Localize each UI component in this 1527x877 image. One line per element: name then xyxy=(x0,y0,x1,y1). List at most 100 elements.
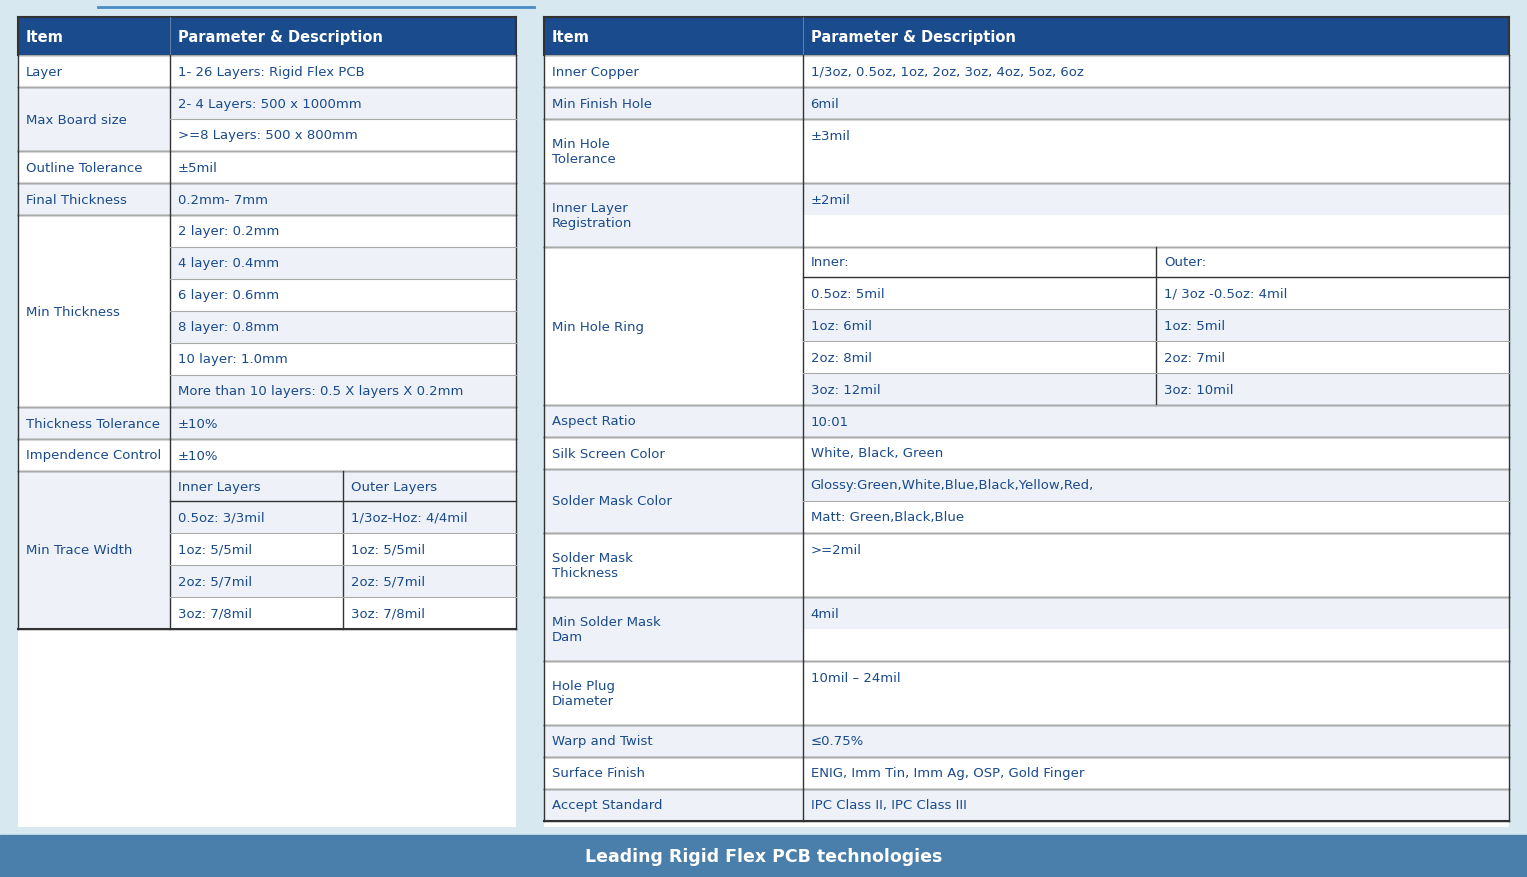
Text: Accept Standard: Accept Standard xyxy=(551,799,663,811)
Bar xyxy=(169,152,516,184)
Bar xyxy=(169,56,516,88)
Bar xyxy=(544,120,803,184)
Bar xyxy=(18,439,169,472)
Text: 10 layer: 1.0mm: 10 layer: 1.0mm xyxy=(177,353,287,366)
Text: Parameter & Description: Parameter & Description xyxy=(811,30,1015,45)
Text: 2oz: 8mil: 2oz: 8mil xyxy=(811,351,872,364)
Bar xyxy=(544,247,803,405)
Bar xyxy=(169,247,516,280)
Bar xyxy=(18,408,169,439)
Bar xyxy=(169,344,516,375)
Bar xyxy=(803,661,1509,693)
Text: 3oz: 10mil: 3oz: 10mil xyxy=(1164,383,1234,396)
Text: Min Hole Ring: Min Hole Ring xyxy=(551,320,644,333)
Text: ±10%: ±10% xyxy=(177,417,218,430)
Text: 1/ 3oz -0.5oz: 4mil: 1/ 3oz -0.5oz: 4mil xyxy=(1164,287,1287,300)
Text: Min Finish Hole: Min Finish Hole xyxy=(551,97,652,111)
Bar xyxy=(0,835,1527,877)
Text: 4 layer: 0.4mm: 4 layer: 0.4mm xyxy=(177,257,279,270)
Text: Max Board size: Max Board size xyxy=(26,113,127,126)
Bar xyxy=(803,533,1509,566)
Bar xyxy=(18,152,169,184)
Bar xyxy=(803,789,1509,821)
Text: 3oz: 12mil: 3oz: 12mil xyxy=(811,383,880,396)
Text: 1oz: 6mil: 1oz: 6mil xyxy=(811,319,872,332)
Text: Surface Finish: Surface Finish xyxy=(551,766,644,780)
Bar xyxy=(18,18,516,56)
Text: Warp and Twist: Warp and Twist xyxy=(551,735,652,748)
Text: 0.5oz: 5mil: 0.5oz: 5mil xyxy=(811,287,884,300)
Text: Solder Mask
Thickness: Solder Mask Thickness xyxy=(551,552,632,580)
Text: Min Solder Mask
Dam: Min Solder Mask Dam xyxy=(551,616,661,643)
Text: Inner Layers: Inner Layers xyxy=(177,480,261,493)
Bar xyxy=(544,725,803,757)
Text: 1oz: 5/5mil: 1oz: 5/5mil xyxy=(351,543,425,556)
Text: 4mil: 4mil xyxy=(811,607,840,620)
Text: 2oz: 7mil: 2oz: 7mil xyxy=(1164,351,1225,364)
Text: White, Black, Green: White, Black, Green xyxy=(811,447,942,460)
Text: ±2mil: ±2mil xyxy=(811,193,851,206)
Text: Solder Mask Color: Solder Mask Color xyxy=(551,495,672,508)
Text: Parameter & Description: Parameter & Description xyxy=(177,30,383,45)
Text: Item: Item xyxy=(26,30,64,45)
Text: 10mil – 24mil: 10mil – 24mil xyxy=(811,671,901,684)
Bar xyxy=(169,311,516,344)
Bar xyxy=(544,469,803,533)
Text: Final Thickness: Final Thickness xyxy=(26,193,127,206)
Bar xyxy=(18,184,169,216)
Bar xyxy=(169,472,516,502)
Text: Glossy:Green,White,Blue,Black,Yellow,Red,: Glossy:Green,White,Blue,Black,Yellow,Red… xyxy=(811,479,1093,492)
Text: Hole Plug
Diameter: Hole Plug Diameter xyxy=(551,679,615,707)
Bar xyxy=(169,408,516,439)
Bar xyxy=(803,725,1509,757)
Text: Leading Rigid Flex PCB technologies: Leading Rigid Flex PCB technologies xyxy=(585,847,942,865)
Text: Outline Tolerance: Outline Tolerance xyxy=(26,161,142,175)
Bar xyxy=(169,439,516,472)
Bar xyxy=(544,757,803,789)
Bar xyxy=(803,120,1509,152)
Bar xyxy=(18,88,169,152)
Text: 6 layer: 0.6mm: 6 layer: 0.6mm xyxy=(177,289,279,303)
Text: 1/3oz, 0.5oz, 1oz, 2oz, 3oz, 4oz, 5oz, 6oz: 1/3oz, 0.5oz, 1oz, 2oz, 3oz, 4oz, 5oz, 6… xyxy=(811,66,1084,78)
Bar xyxy=(544,438,803,469)
Text: 2oz: 5/7mil: 2oz: 5/7mil xyxy=(351,574,425,588)
Bar xyxy=(544,597,803,661)
Bar xyxy=(18,56,169,88)
Text: 3oz: 7/8mil: 3oz: 7/8mil xyxy=(177,607,252,620)
Bar xyxy=(18,472,169,630)
Bar xyxy=(803,247,1509,278)
Bar xyxy=(803,342,1509,374)
Text: ±10%: ±10% xyxy=(177,449,218,462)
Bar xyxy=(803,374,1509,405)
Bar xyxy=(544,533,803,597)
Text: ±3mil: ±3mil xyxy=(811,129,851,142)
Text: >=2mil: >=2mil xyxy=(811,543,861,556)
Bar xyxy=(18,216,169,408)
Bar xyxy=(803,597,1509,630)
Text: Aspect Ratio: Aspect Ratio xyxy=(551,415,635,428)
Text: Layer: Layer xyxy=(26,66,63,78)
Text: 2oz: 5/7mil: 2oz: 5/7mil xyxy=(177,574,252,588)
Text: ≤0.75%: ≤0.75% xyxy=(811,735,864,748)
Text: Inner Copper: Inner Copper xyxy=(551,66,638,78)
Text: 0.2mm- 7mm: 0.2mm- 7mm xyxy=(177,193,267,206)
Text: Min Thickness: Min Thickness xyxy=(26,305,121,318)
Text: ENIG, Imm Tin, Imm Ag, OSP, Gold Finger: ENIG, Imm Tin, Imm Ag, OSP, Gold Finger xyxy=(811,766,1084,780)
Bar xyxy=(544,661,803,725)
Text: >=8 Layers: 500 x 800mm: >=8 Layers: 500 x 800mm xyxy=(177,129,357,142)
Bar xyxy=(169,88,516,120)
Text: Thickness Tolerance: Thickness Tolerance xyxy=(26,417,160,430)
Text: 3oz: 7/8mil: 3oz: 7/8mil xyxy=(351,607,425,620)
Text: Outer Layers: Outer Layers xyxy=(351,480,437,493)
Bar xyxy=(169,566,516,597)
Bar xyxy=(544,18,1509,56)
Bar xyxy=(803,757,1509,789)
Text: Matt: Green,Black,Blue: Matt: Green,Black,Blue xyxy=(811,511,964,524)
Bar xyxy=(803,502,1509,533)
Bar xyxy=(544,88,803,120)
Text: 1oz: 5mil: 1oz: 5mil xyxy=(1164,319,1225,332)
Bar xyxy=(803,278,1509,310)
Bar xyxy=(803,405,1509,438)
Bar xyxy=(803,56,1509,88)
Bar xyxy=(544,789,803,821)
